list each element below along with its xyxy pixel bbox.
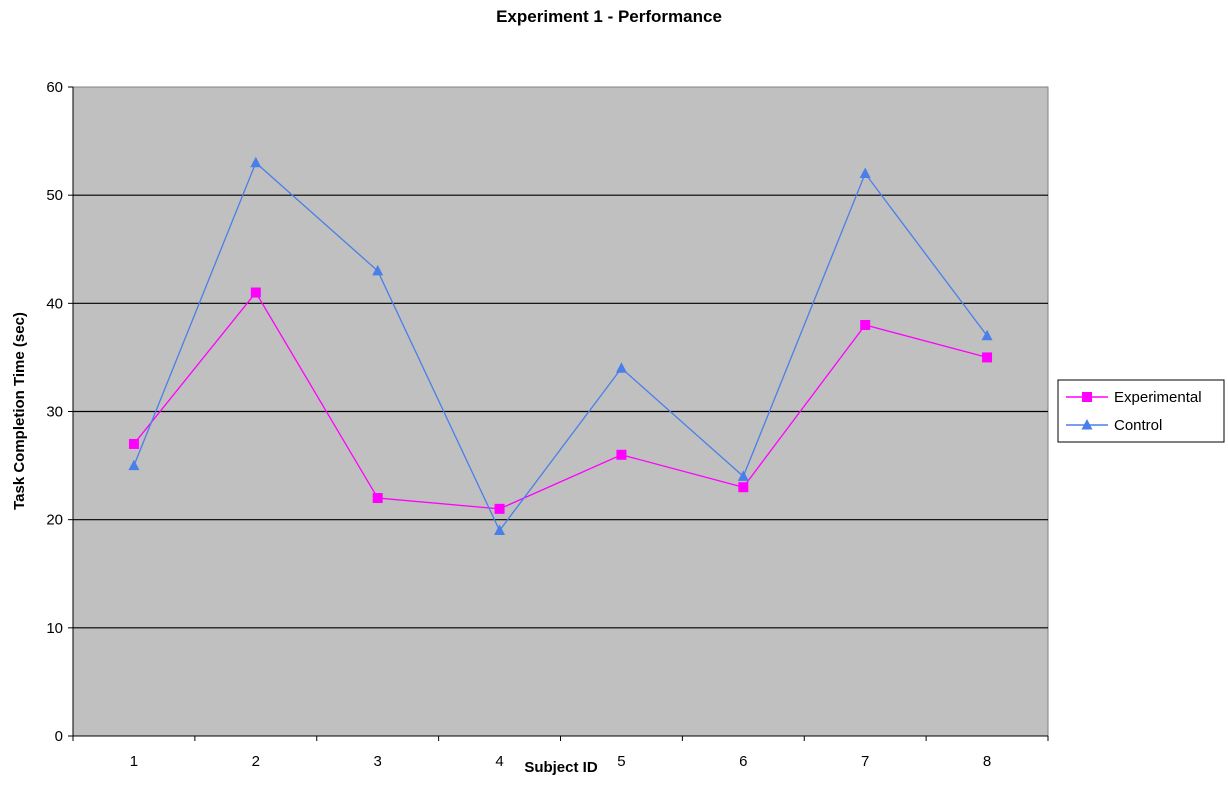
x-tick-label: 3 [374, 753, 382, 770]
data-point-marker [372, 493, 383, 504]
legend-label: Control [1114, 417, 1162, 434]
legend: Experimental Control [1057, 379, 1225, 443]
y-tick-label: 30 [46, 404, 63, 421]
y-tick-label: 60 [46, 79, 63, 96]
y-tick-label: 0 [55, 728, 63, 745]
data-point-marker [128, 459, 140, 471]
x-axis-title: Subject ID [524, 759, 598, 776]
gridlines [73, 194, 1048, 629]
x-tick-label: 7 [861, 753, 869, 770]
legend-marker [1081, 419, 1093, 430]
series-layer [128, 156, 993, 535]
data-point-marker [860, 319, 871, 330]
x-tick-label: 1 [130, 753, 138, 770]
series-line [133, 291, 988, 510]
x-tick-label: 4 [495, 753, 503, 770]
data-point-marker [494, 503, 505, 514]
data-point-marker [616, 449, 627, 460]
data-point-marker [982, 352, 993, 363]
y-axis-title: Task Completion Time (sec) [11, 312, 28, 510]
legend-label: Experimental [1114, 389, 1202, 406]
x-tick-label: 8 [983, 753, 991, 770]
legend-item: Control [1066, 417, 1162, 434]
data-point-marker [859, 167, 871, 179]
y-tick-label: 10 [46, 620, 63, 637]
data-point-marker [128, 438, 139, 449]
data-point-marker [372, 264, 384, 276]
legend-item: Experimental [1066, 389, 1202, 406]
data-point-marker [737, 470, 749, 481]
series-experimental [128, 287, 993, 514]
y-axis-ticks: 0 10 20 30 40 50 60 [46, 79, 73, 745]
data-point-marker [738, 482, 749, 493]
y-tick-label: 40 [46, 295, 63, 312]
series-line [133, 161, 988, 532]
x-tick-label: 2 [252, 753, 260, 770]
legend-box [1057, 379, 1225, 443]
data-point-marker [250, 156, 262, 168]
x-axis-ticks: 1 2 3 4 5 6 7 8 [72, 736, 1049, 770]
series-control [128, 156, 993, 535]
data-point-marker [981, 329, 993, 341]
x-tick-label: 5 [617, 753, 625, 770]
data-point-marker [494, 524, 506, 535]
y-tick-label: 20 [46, 512, 63, 529]
chart-title: Experiment 1 - Performance [496, 7, 722, 26]
legend-marker [1082, 392, 1092, 402]
data-point-marker [250, 287, 261, 298]
data-point-marker [615, 362, 627, 373]
x-tick-label: 6 [739, 753, 747, 770]
y-tick-label: 50 [46, 187, 63, 204]
